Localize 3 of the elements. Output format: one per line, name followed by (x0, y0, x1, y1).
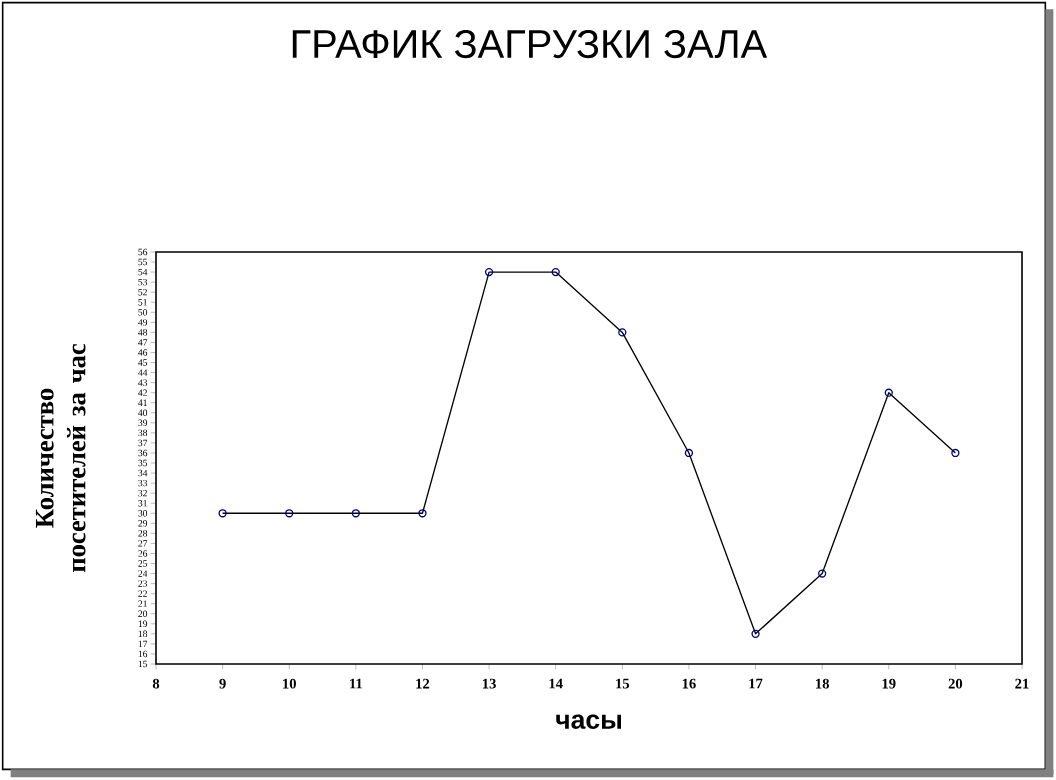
x-axis-title: часы (556, 714, 621, 729)
y-axis-title: Количество посетителей за час (35, 343, 86, 573)
chart-title: ГРАФИК ЗАГРУЗКИ ЗАЛА (292, 29, 768, 59)
